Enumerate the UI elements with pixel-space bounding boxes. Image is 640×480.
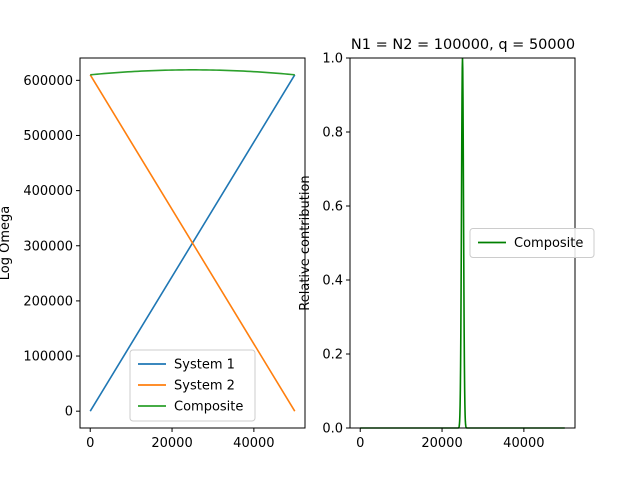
chart-left-legend-label: System 2 [174, 379, 235, 394]
chart-right-ytick-label: 1.0 [322, 52, 343, 67]
chart-left-xtick-label: 20000 [151, 436, 192, 451]
chart-left-ticks: 0 20000 4000001000002000003000004000005000… [23, 74, 274, 451]
chart-left-ytick-label: 600000 [23, 74, 73, 89]
chart-right-ytick-label: 0.4 [322, 274, 343, 289]
chart-right-xtick-label: 0 [356, 436, 364, 451]
chart-left-xtick-label: 0 [86, 436, 94, 451]
chart-right-title: N1 = N2 = 100000, q = 50000 [351, 37, 575, 53]
chart-left-legend-label: Composite [174, 400, 243, 415]
chart-left-series-composite-line [90, 69, 295, 76]
chart-right-ytick-label: 0.8 [322, 126, 343, 141]
chart-left-legend: System 1 System 2 Composite [129, 349, 256, 422]
chart-left-ytick-label: 100000 [23, 350, 73, 365]
chart-right-ytick-label: 0.2 [322, 348, 343, 363]
chart-right-ylabel: Relative contribution [298, 175, 313, 310]
chart-left-ytick-label: 200000 [23, 294, 73, 309]
chart-left-legend-box [129, 349, 256, 422]
chart-right-ticks: 0 20000 40000 0.0 0.2 0.4 0.6 0.8 1.0 [322, 52, 544, 452]
chart-right-ytick-label: 0.0 [322, 422, 343, 437]
chart-right-xtick-label: 40000 [503, 436, 544, 451]
chart-right: N1 = N2 = 100000, q = 50000 0 20000 400000… [298, 37, 595, 452]
chart-left-ytick-label: 0 [65, 405, 73, 420]
chart-left-ylabel: Log Omega [0, 206, 13, 280]
chart-left-series-system-2-line [89, 74, 296, 412]
chart-left-ytick-label: 400000 [23, 184, 73, 199]
chart-right-ytick-label: 0.6 [322, 200, 343, 215]
chart-right-legend-label: Composite [514, 236, 583, 251]
chart-right-legend: Composite [469, 228, 595, 258]
chart-left-xtick-label: 40000 [233, 436, 274, 451]
chart-right-legend-box [469, 228, 595, 258]
chart-left-legend-label: System 1 [174, 358, 235, 373]
chart-left-ytick-label: 300000 [23, 239, 73, 254]
chart-left-ytick-label: 500000 [23, 129, 73, 144]
chart-left-frame [79, 57, 306, 429]
chart-left: 0 20000 4000001000002000003000004000005000… [0, 57, 306, 451]
chart-left-series-group [89, 69, 296, 412]
chart-right-xtick-label: 20000 [421, 436, 462, 451]
